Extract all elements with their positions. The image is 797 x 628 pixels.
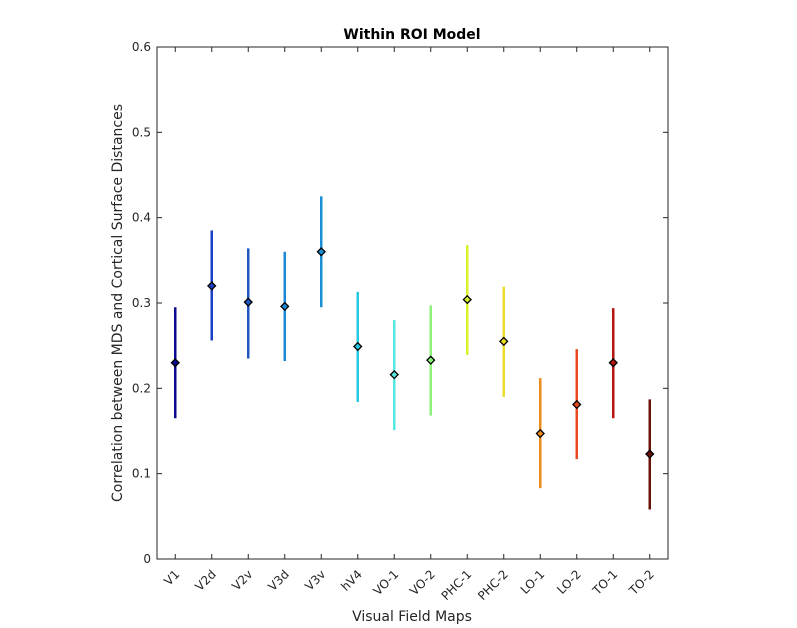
x-tick-label: TO-2 — [626, 567, 657, 598]
y-tick-label: 0.6 — [132, 40, 151, 54]
mean-point — [535, 428, 545, 439]
x-tick-label: LO-2 — [554, 567, 584, 597]
x-tick-label: PHC-2 — [475, 567, 511, 603]
mean-point — [389, 369, 399, 380]
mean-point — [243, 297, 253, 307]
y-tick-label: 0.5 — [132, 125, 151, 139]
mean-point — [608, 358, 618, 368]
x-axis-label: Visual Field Maps — [352, 609, 472, 625]
x-tick-label: VO-1 — [370, 567, 401, 598]
y-axis-ticks: 0 0.1 0.2 0.3 0.4 0.5 0.6 — [132, 40, 668, 566]
plot-area-frame — [156, 46, 669, 560]
mean-point — [462, 294, 472, 305]
mean-point — [426, 355, 436, 365]
x-tick-label: LO-1 — [518, 567, 548, 597]
mean-point — [645, 449, 655, 459]
x-tick-label: V2v — [229, 567, 255, 593]
x-tick-label: V3d — [265, 567, 291, 593]
x-tick-label: hV4 — [338, 567, 364, 593]
y-tick-label: 0.3 — [132, 296, 151, 310]
x-tick-label: V2d — [192, 567, 218, 593]
mean-point — [316, 247, 326, 257]
x-tick-label: VO-2 — [407, 567, 438, 598]
mean-point — [207, 281, 217, 291]
error-bars — [174, 196, 651, 510]
mean-point — [353, 341, 363, 352]
y-tick-label: 0.4 — [132, 211, 151, 225]
mean-point — [170, 358, 180, 368]
y-axis-label: Correlation between MDS and Cortical Sur… — [110, 104, 126, 502]
y-tick-label: 0.2 — [132, 381, 151, 395]
mean-point — [499, 336, 509, 347]
x-tick-label: TO-1 — [589, 567, 620, 598]
mean-markers — [170, 247, 655, 459]
x-tick-label: PHC-1 — [439, 567, 475, 603]
x-tick-label: V3v — [302, 567, 328, 593]
chart-title: Within ROI Model — [343, 27, 480, 43]
y-tick-label: 0.1 — [132, 467, 151, 481]
mean-point — [280, 301, 290, 312]
y-tick-label: 0 — [143, 552, 151, 566]
x-tick-label: V1 — [161, 567, 182, 588]
x-axis-ticks: V1 V2d V2v V3d V3v hV4 VO-1 VO-2 PHC-1 PHC-2 LO-1 L… — [161, 47, 657, 603]
mean-point — [572, 399, 582, 410]
